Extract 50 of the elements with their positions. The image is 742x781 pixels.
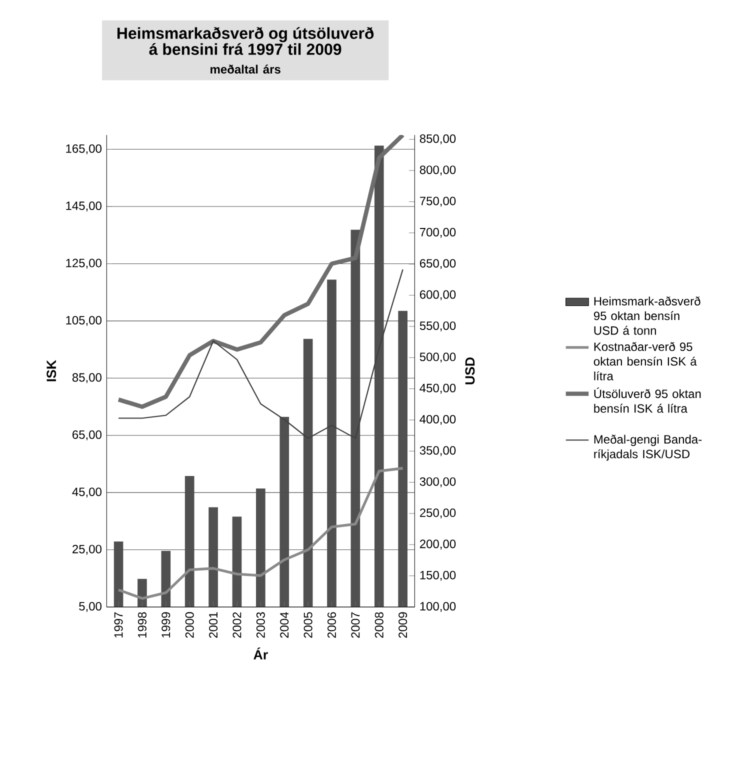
legend-label: Heimsmark-aðsverð 95 oktan bensín USD á tonn — [594, 296, 700, 335]
y-axis-title: ISK — [46, 360, 56, 382]
y-tick-label: 85,00 — [72, 373, 102, 384]
x-tick-label: 2007 — [351, 612, 360, 638]
y2-tick-label: 850,00 — [420, 134, 456, 144]
y2-tick-label: 100,00 — [420, 602, 456, 612]
x-tick-label: 2000 — [185, 612, 194, 638]
legend-label: Meðal-gengi Banda-ríkjadals ISK/USD — [594, 434, 702, 461]
legend-label: Útsöluverð 95 oktan bensín ISK á lítra — [594, 388, 701, 413]
y-tick-label: 145,00 — [66, 202, 102, 212]
y-tick-label: 125,00 — [66, 258, 102, 269]
y2-tick-label: 500,00 — [420, 352, 456, 363]
y2-tick-label: 350,00 — [420, 446, 456, 456]
x-tick-label: 2005 — [304, 612, 312, 638]
y2-tick-label: 250,00 — [420, 508, 456, 518]
y2-tick-label: 550,00 — [420, 321, 456, 332]
legend-label: Kostnaðar-verð 95 oktan bensín ISK á lítra — [594, 342, 697, 380]
line-series — [116, 134, 405, 409]
y2-tick-label: 400,00 — [420, 414, 456, 425]
y-tick-label: 105,00 — [66, 316, 102, 326]
y-tick-label: 165,00 — [66, 144, 102, 154]
y2-tick-label: 700,00 — [420, 228, 456, 238]
x-tick-label: 2001 — [209, 612, 218, 638]
chart-title: Heimsmarkaðsverð og útsöluverð á bensini frá 1997 til 2009 — [117, 27, 374, 55]
x-tick-label: 2006 — [327, 612, 336, 638]
y-tick-label: 5,00 — [79, 602, 102, 612]
x-tick-label: 1998 — [138, 612, 146, 638]
x-tick-label: 2009 — [398, 612, 408, 638]
y-tick-label: 25,00 — [72, 544, 102, 555]
x-axis-title: Ár — [254, 648, 268, 660]
x-tick-label: 2002 — [232, 612, 242, 638]
x-tick-label: 1999 — [162, 612, 170, 638]
y2-tick-label: 450,00 — [420, 384, 456, 394]
y2-tick-label: 750,00 — [420, 196, 456, 207]
x-tick-label: 2004 — [280, 612, 289, 638]
x-tick-label: 1997 — [114, 612, 123, 638]
y-tick-label: 45,00 — [72, 488, 102, 498]
y2-tick-label: 650,00 — [420, 259, 456, 270]
y-tick-label: 65,00 — [72, 430, 102, 440]
x-tick-label: 2008 — [374, 612, 384, 638]
line-series — [117, 466, 404, 600]
y2-tick-label: 150,00 — [420, 570, 456, 581]
chart-subtitle: meðaltal árs — [210, 64, 280, 74]
y2-tick-label: 800,00 — [420, 166, 456, 176]
y2-tick-label: 600,00 — [420, 290, 456, 300]
y2-tick-label: 300,00 — [420, 477, 456, 488]
y2-tick-label: 200,00 — [420, 540, 456, 550]
x-tick-label: 2003 — [256, 612, 265, 638]
y2-axis-title: USD — [465, 357, 475, 384]
line-series — [118, 268, 404, 439]
